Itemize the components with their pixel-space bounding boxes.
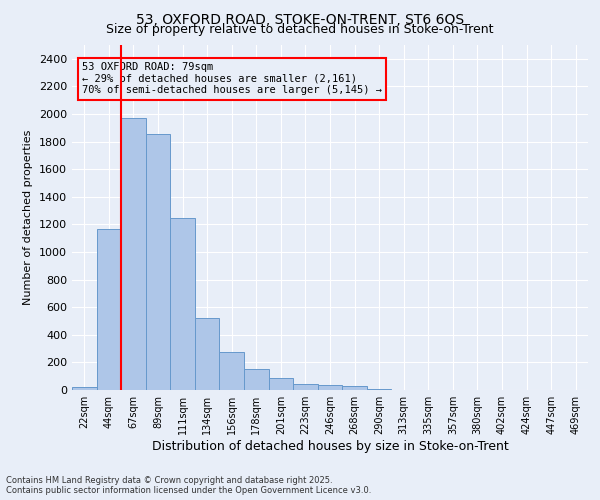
Bar <box>244 368 269 390</box>
Bar <box>170 218 195 390</box>
Bar <box>195 318 220 390</box>
Y-axis label: Number of detached properties: Number of detached properties <box>23 130 34 305</box>
X-axis label: Distribution of detached houses by size in Stoke-on-Trent: Distribution of detached houses by size … <box>152 440 508 453</box>
Bar <box>146 134 170 390</box>
Bar <box>342 386 367 390</box>
Text: 53 OXFORD ROAD: 79sqm
← 29% of detached houses are smaller (2,161)
70% of semi-d: 53 OXFORD ROAD: 79sqm ← 29% of detached … <box>82 62 382 96</box>
Bar <box>367 389 391 390</box>
Bar <box>293 384 318 390</box>
Bar <box>97 228 121 390</box>
Text: 53, OXFORD ROAD, STOKE-ON-TRENT, ST6 6QS: 53, OXFORD ROAD, STOKE-ON-TRENT, ST6 6QS <box>136 12 464 26</box>
Bar <box>269 378 293 390</box>
Text: Contains HM Land Registry data © Crown copyright and database right 2025.
Contai: Contains HM Land Registry data © Crown c… <box>6 476 371 495</box>
Bar <box>318 385 342 390</box>
Text: Size of property relative to detached houses in Stoke-on-Trent: Size of property relative to detached ho… <box>106 22 494 36</box>
Bar <box>220 352 244 390</box>
Bar <box>72 386 97 390</box>
Bar <box>121 118 146 390</box>
